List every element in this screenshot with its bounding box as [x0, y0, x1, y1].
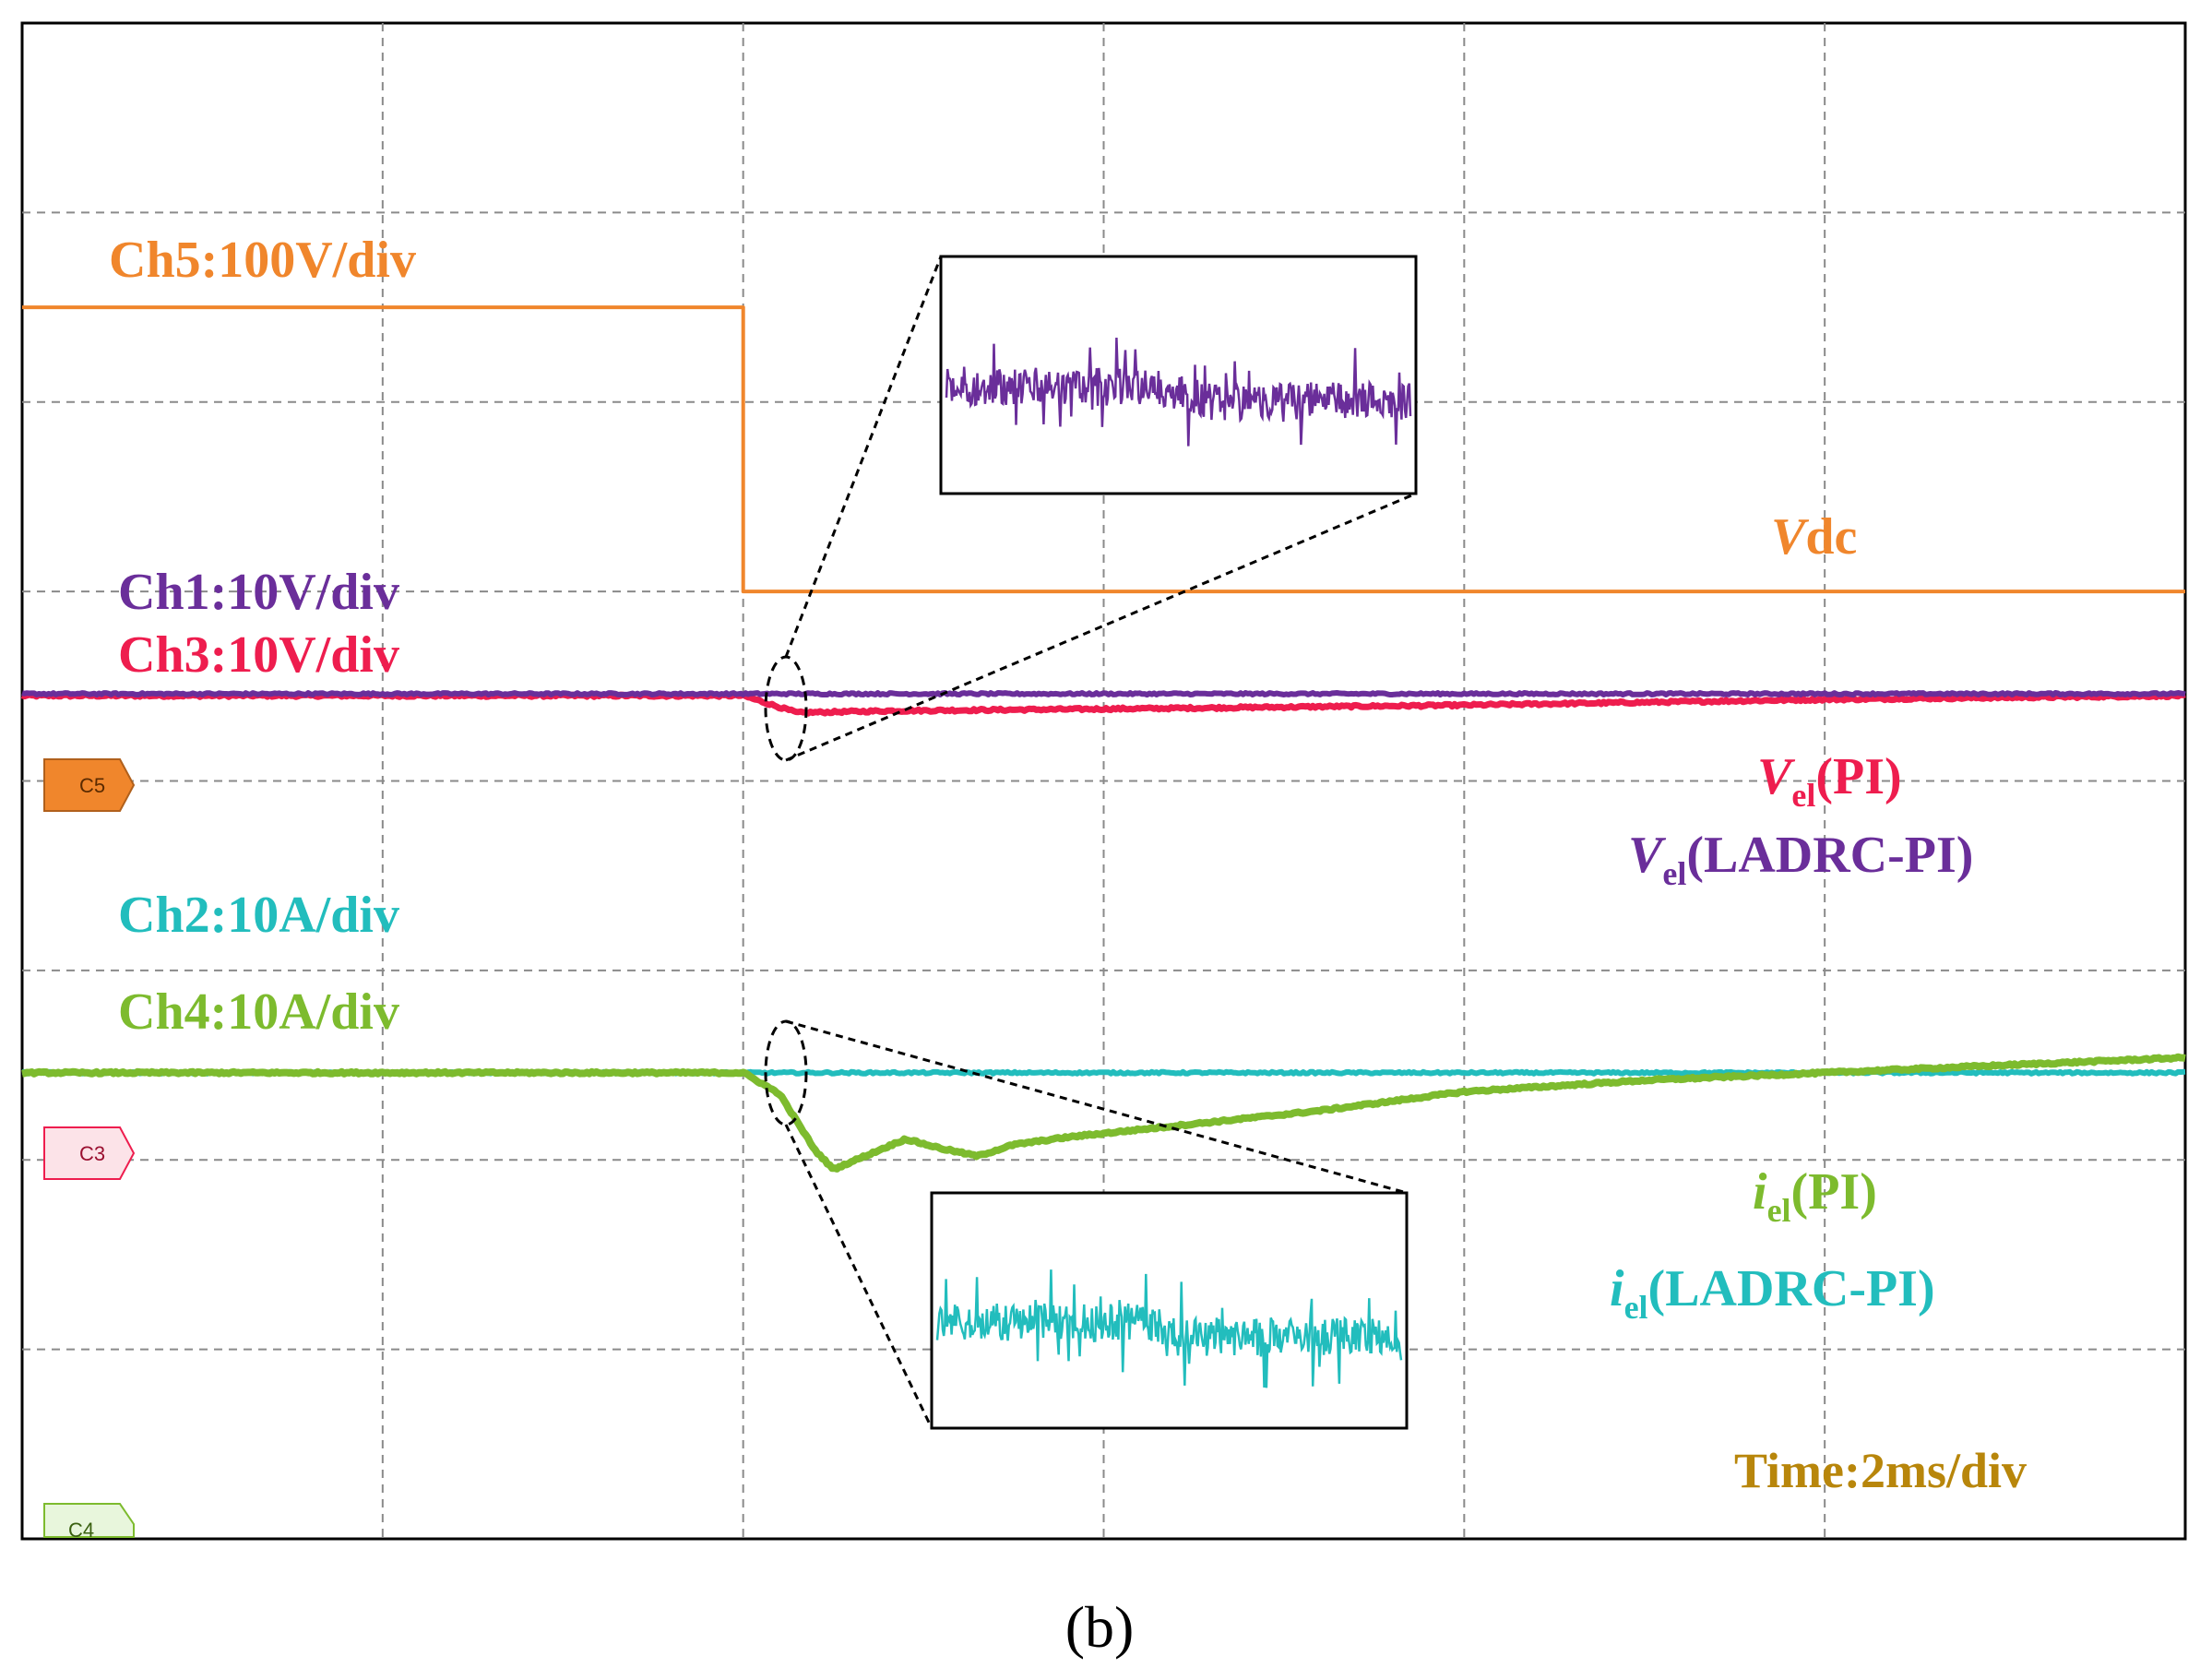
- c4-marker: C4: [43, 1503, 135, 1542]
- vdc-label: Vdc: [1771, 508, 1857, 566]
- iel-pi-label-i: i: [1753, 1163, 1767, 1221]
- iel-ladrc-label-i: i: [1610, 1260, 1624, 1317]
- inset-i-noise: [935, 1269, 1403, 1388]
- zoom-inset-voltage: [939, 255, 1418, 495]
- iel-ladrc-label-sub: el: [1624, 1289, 1648, 1326]
- ch3-scale-label: Ch3:10V/div: [118, 626, 399, 684]
- c3-marker-label: C3: [79, 1142, 105, 1165]
- vel-ladrc-label-v: V: [1628, 827, 1667, 884]
- ch5-scale-label: Ch5:100V/div: [109, 232, 416, 289]
- trace-ch1: [21, 690, 2186, 698]
- vel-ladrc-label: Vel(LADRC-PI): [1628, 827, 1973, 892]
- c3-marker: C3: [43, 1126, 136, 1180]
- ch1-scale-label: Ch1:10V/div: [118, 564, 399, 621]
- iel-pi-label-rest: (PI): [1791, 1163, 1877, 1221]
- vdc-label-v: V: [1771, 508, 1810, 566]
- vel-pi-label-rest: (PI): [1815, 748, 1901, 805]
- c5-marker: C5: [43, 758, 136, 812]
- vdc-label-dc: dc: [1805, 508, 1857, 566]
- vel-pi-label-sub: el: [1791, 777, 1815, 814]
- ch2-scale-label: Ch2:10A/div: [118, 887, 399, 944]
- zoom-callout-current: [764, 1019, 1409, 1430]
- figure-caption: (b): [1065, 1594, 1135, 1660]
- ch4-scale-label: Ch4:10A/div: [118, 983, 399, 1041]
- trace-ch4: [20, 1053, 2187, 1173]
- iel-pi-label: iel(PI): [1753, 1163, 1877, 1229]
- iel-ladrc-label: iel(LADRC-PI): [1610, 1260, 1935, 1326]
- time-scale-label: Time:2ms/div: [1734, 1443, 2027, 1498]
- trace-ch5: [22, 305, 2185, 594]
- c5-marker-label: C5: [79, 774, 105, 797]
- vel-pi-label-v: V: [1757, 748, 1796, 805]
- iel-ladrc-label-rest: (LADRC-PI): [1648, 1260, 1935, 1317]
- iel-pi-label-sub: el: [1767, 1192, 1791, 1229]
- inset-current-trace: [935, 1269, 1403, 1388]
- vel-ladrc-label-rest: (LADRC-PI): [1686, 827, 1973, 884]
- zoom-inset-current: [930, 1191, 1409, 1430]
- traces: [20, 305, 2187, 1173]
- inset-v-noise: [945, 337, 1412, 447]
- vel-pi-label: Vel(PI): [1757, 748, 1902, 814]
- zoom-callout-voltage: [764, 255, 1418, 762]
- inset-voltage-trace: [945, 337, 1412, 447]
- c4-marker-label: C4: [68, 1519, 94, 1542]
- vel-ladrc-label-sub: el: [1662, 855, 1686, 892]
